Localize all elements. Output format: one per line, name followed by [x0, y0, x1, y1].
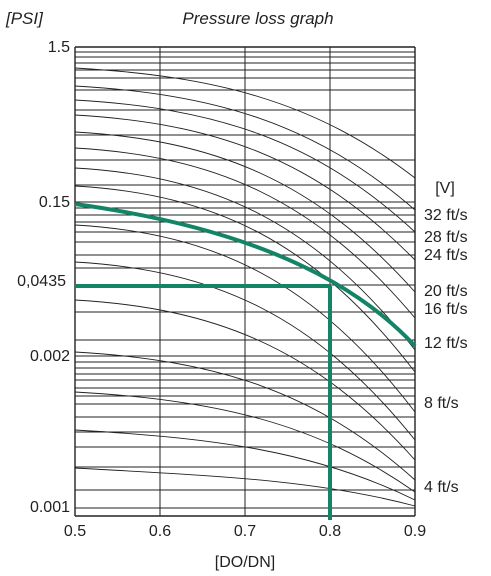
velocity-curve [74, 391, 416, 493]
velocity-curve [74, 167, 416, 351]
velocity-curve [74, 351, 416, 481]
velocity-label: 16 ft/s [424, 301, 468, 318]
velocity-label: 12 ft/s [424, 335, 468, 352]
y-tick-label: 0.002 [30, 348, 70, 365]
velocity-label: 32 ft/s [424, 207, 468, 224]
x-axis-label: [DO/DN] [215, 554, 275, 571]
tick-labels: 0.5 0.6 0.7 0.8 0.9 1.5 0.15 0,0435 0.002 0.001 [17, 39, 426, 540]
highlight-example [74, 202, 417, 520]
x-tick-label: 0.6 [149, 523, 171, 540]
velocity-label: 8 ft/s [424, 395, 459, 412]
velocity-label: 4 ft/s [424, 479, 459, 496]
x-tick-label: 0.5 [64, 523, 86, 540]
velocity-curve [74, 299, 416, 461]
legend-title: [V] [435, 180, 455, 197]
velocity-curve [74, 261, 416, 441]
velocity-curve [74, 147, 416, 319]
velocity-label: 24 ft/s [424, 247, 468, 264]
velocity-curve [74, 67, 416, 179]
velocity-labels: 32 ft/s 28 ft/s24 ft/s 20 ft/s16 ft/s 12 ft… [424, 207, 468, 496]
velocity-curve [74, 429, 416, 501]
y-tick-label: 0.001 [30, 499, 70, 516]
velocity-curve [74, 185, 416, 373]
y-tick-label: 0,0435 [17, 273, 66, 290]
x-tick-label: 0.7 [234, 523, 256, 540]
x-tick-label: 0.8 [319, 523, 341, 540]
velocity-curve [74, 131, 416, 293]
y-tick-label: 0.15 [39, 194, 70, 211]
velocity-curve [74, 85, 416, 211]
y-axis-label: [PSI] [5, 9, 44, 28]
velocity-curve [74, 114, 416, 261]
chart-title: Pressure loss graph [182, 9, 333, 28]
highlight-curve [74, 202, 417, 348]
velocity-curves [74, 67, 416, 507]
velocity-curve [74, 467, 416, 507]
velocity-label: 28 ft/s [424, 229, 468, 246]
y-tick-label: 1.5 [48, 39, 70, 56]
grid [74, 46, 416, 517]
velocity-curve [74, 224, 416, 413]
x-tick-label: 0.9 [404, 523, 426, 540]
velocity-label: 20 ft/s [424, 283, 468, 300]
velocity-curve [74, 99, 416, 233]
